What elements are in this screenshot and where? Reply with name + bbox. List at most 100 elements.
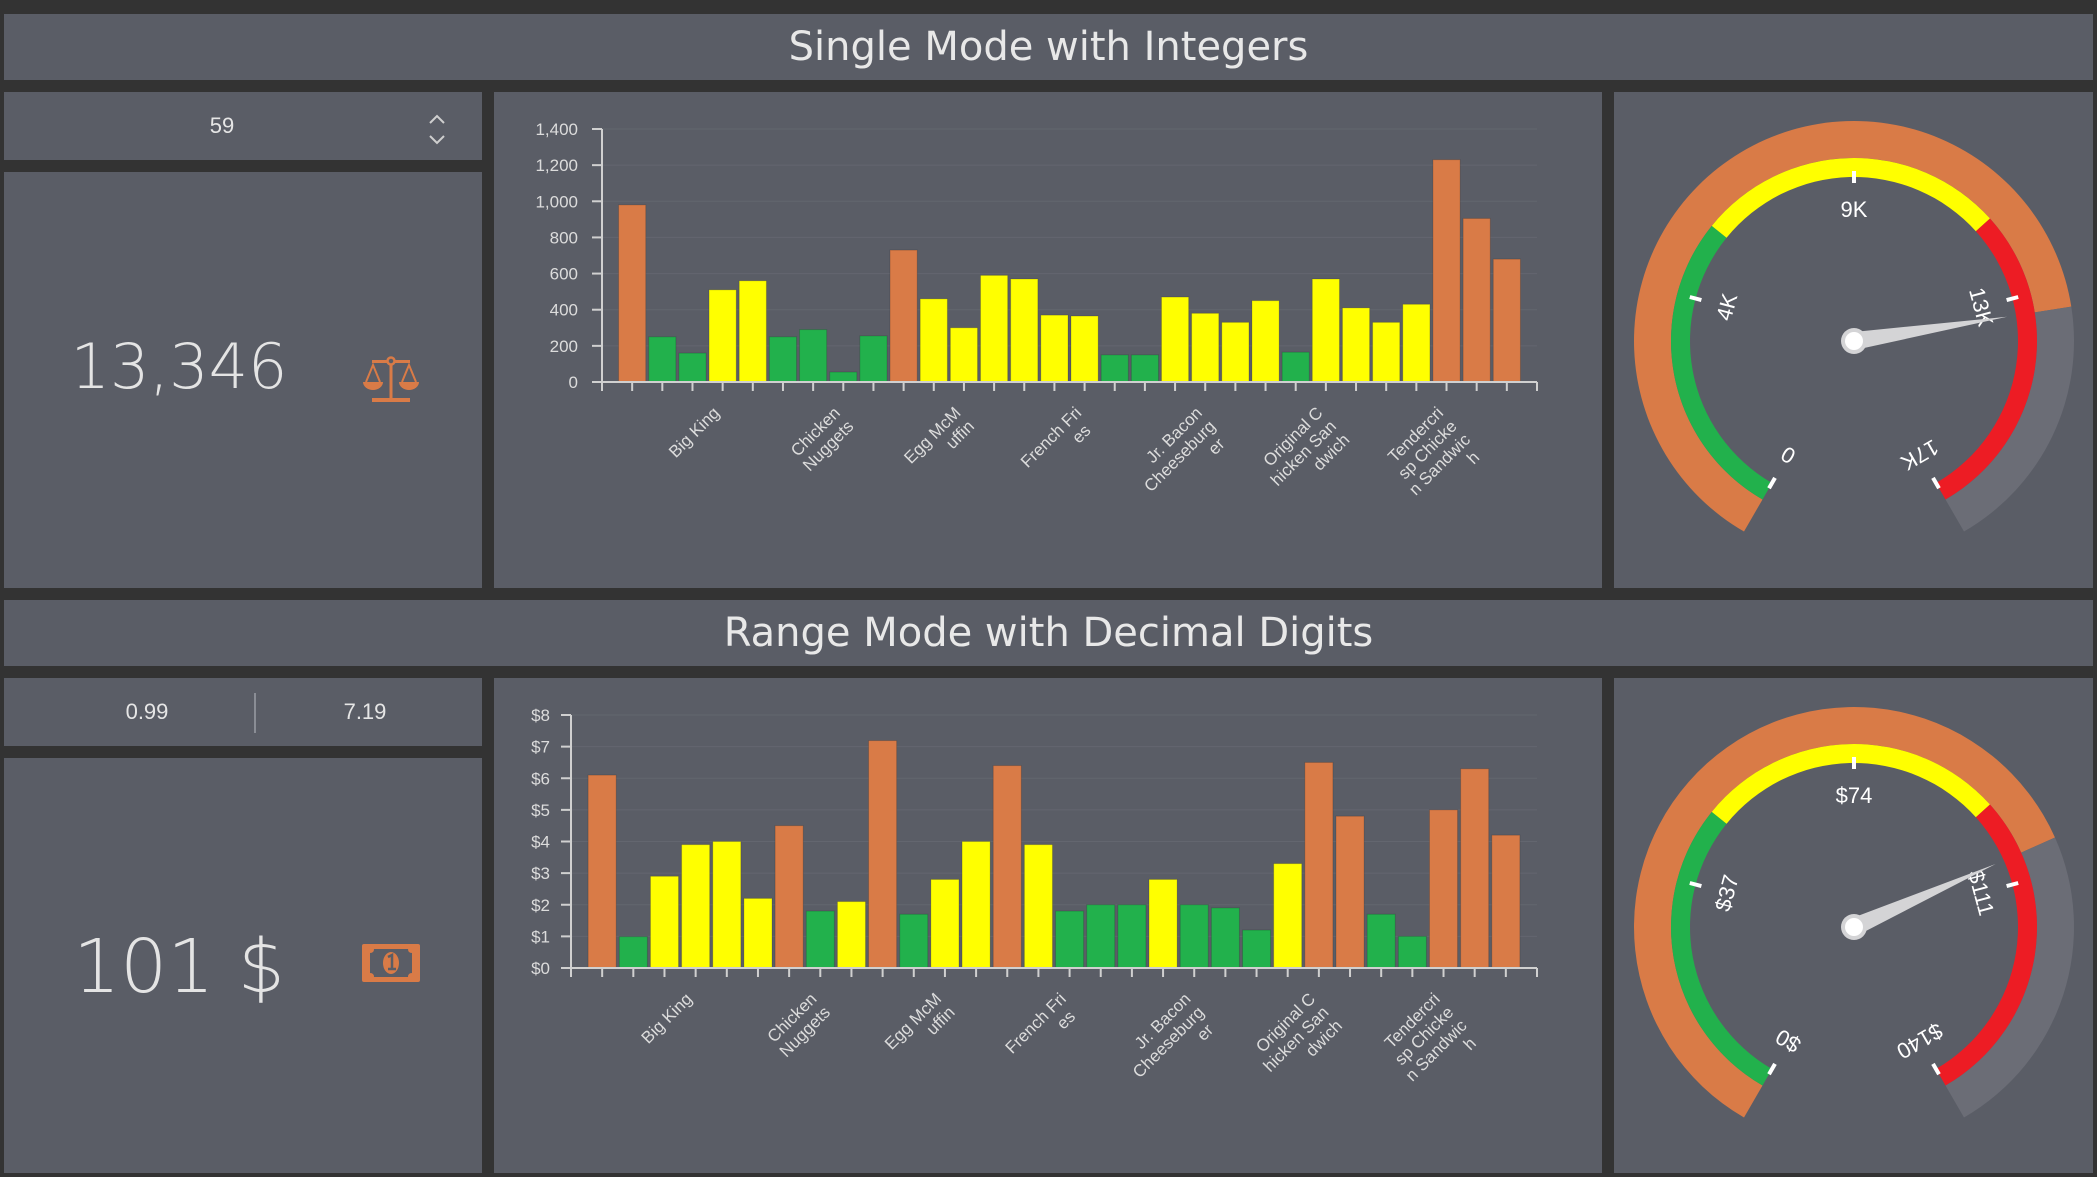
bar[interactable] xyxy=(681,844,711,969)
bar[interactable] xyxy=(712,841,742,969)
kpi-value: 13,346 xyxy=(70,330,288,403)
bar[interactable] xyxy=(805,910,835,969)
chevron-up-icon[interactable] xyxy=(428,112,446,126)
bar[interactable] xyxy=(1397,935,1427,969)
gauge-tick xyxy=(2006,295,2019,303)
bar[interactable] xyxy=(1117,904,1147,969)
gauge-tick-label: $0 xyxy=(1771,1024,1805,1058)
range-input[interactable]: 0.99 7.19 xyxy=(4,678,482,746)
bar[interactable] xyxy=(1311,278,1340,383)
bar[interactable] xyxy=(743,897,773,969)
gauge-tick-label: $37 xyxy=(1710,872,1744,914)
gauge-needle xyxy=(1852,316,2008,350)
bar[interactable] xyxy=(1160,296,1190,383)
bar[interactable] xyxy=(1191,312,1220,383)
kpi-card-price: 101 $ xyxy=(4,758,482,1173)
bar[interactable] xyxy=(1086,904,1116,969)
bar[interactable] xyxy=(1341,307,1371,383)
bar[interactable] xyxy=(1273,863,1303,969)
gauge-panel-decimals: $0 $37 $74 $111 $140 xyxy=(1614,678,2093,1173)
y-tick-label: 1,200 xyxy=(535,156,578,175)
y-tick-label: 400 xyxy=(550,301,578,320)
bar[interactable] xyxy=(919,298,948,383)
bar[interactable] xyxy=(738,280,767,383)
bar[interactable] xyxy=(799,329,828,383)
section-title: Single Mode with Integers xyxy=(788,24,1309,70)
bar[interactable] xyxy=(961,841,991,969)
bar[interactable] xyxy=(1148,878,1178,969)
y-tick-label: 1,400 xyxy=(535,120,578,139)
bar[interactable] xyxy=(1100,354,1129,383)
kpi-value: 101 $ xyxy=(73,924,285,1010)
gauge-tick xyxy=(1931,1062,1941,1076)
bar[interactable] xyxy=(1179,904,1209,969)
bar[interactable] xyxy=(1492,258,1521,383)
bar[interactable] xyxy=(868,740,898,969)
bar[interactable] xyxy=(1462,217,1491,383)
y-tick-label: 0 xyxy=(569,373,578,392)
gauge-tick-label: 4K xyxy=(1711,290,1742,323)
gauge-tick xyxy=(1689,295,1702,303)
range-from-value[interactable]: 0.99 xyxy=(125,699,169,724)
bar[interactable] xyxy=(618,936,648,969)
bar[interactable] xyxy=(768,336,798,383)
bar[interactable] xyxy=(1428,809,1459,969)
bar[interactable] xyxy=(1304,761,1334,969)
chevron-down-icon[interactable] xyxy=(428,133,446,147)
bar[interactable] xyxy=(1432,159,1461,383)
gauge-range-band xyxy=(1671,225,1772,500)
bar[interactable] xyxy=(1281,351,1310,383)
gauge-tick-label: 0 xyxy=(1777,441,1800,469)
bar[interactable] xyxy=(889,249,918,383)
gauge-tick-label: $140 xyxy=(1892,1018,1947,1064)
bar[interactable] xyxy=(1460,768,1490,969)
bar[interactable] xyxy=(1023,844,1053,969)
gauge-needle-cap xyxy=(1845,918,1863,936)
bar[interactable] xyxy=(1251,300,1280,383)
bar[interactable] xyxy=(678,352,707,383)
bar[interactable] xyxy=(980,274,1009,383)
range-divider xyxy=(254,693,256,733)
bar[interactable] xyxy=(899,913,929,969)
gauge-range-band xyxy=(1936,804,2037,1086)
y-tick-label: $7 xyxy=(531,738,550,757)
gauge-needle-cap xyxy=(1845,332,1863,350)
bar[interactable] xyxy=(1055,910,1085,969)
range-to-value[interactable]: 7.19 xyxy=(343,699,387,724)
bar[interactable] xyxy=(836,901,866,969)
gauge-remaining-band xyxy=(1945,837,2074,1118)
bar[interactable] xyxy=(992,765,1022,969)
stepper-value[interactable]: 59 xyxy=(209,113,235,138)
gauge-tick xyxy=(1767,476,1777,490)
numeric-stepper-input[interactable]: 59 xyxy=(4,92,482,160)
bar[interactable] xyxy=(1070,315,1099,383)
bar[interactable] xyxy=(618,204,647,383)
bar[interactable] xyxy=(1040,314,1069,383)
bar[interactable] xyxy=(930,878,960,969)
bar[interactable] xyxy=(1491,834,1521,969)
bar[interactable] xyxy=(708,289,737,383)
bar[interactable] xyxy=(649,875,680,969)
gauge-tick-label: $74 xyxy=(1836,783,1873,808)
bar[interactable] xyxy=(1366,913,1396,969)
bar[interactable] xyxy=(1335,815,1365,969)
bar[interactable] xyxy=(774,825,804,969)
bar[interactable] xyxy=(1402,303,1431,383)
bar[interactable] xyxy=(1130,354,1159,383)
bar[interactable] xyxy=(1010,278,1039,383)
gauge-decimals: $0$37$74$111$140 xyxy=(1634,707,2074,1118)
y-tick-label: $3 xyxy=(531,864,550,883)
bar[interactable] xyxy=(1221,321,1250,383)
bar[interactable] xyxy=(829,371,858,383)
bar[interactable] xyxy=(587,774,617,969)
bar[interactable] xyxy=(949,327,979,383)
bar[interactable] xyxy=(648,336,677,383)
bar[interactable] xyxy=(1210,907,1240,969)
bar[interactable] xyxy=(1242,929,1272,969)
bar[interactable] xyxy=(859,335,888,383)
bar[interactable] xyxy=(1372,321,1401,383)
